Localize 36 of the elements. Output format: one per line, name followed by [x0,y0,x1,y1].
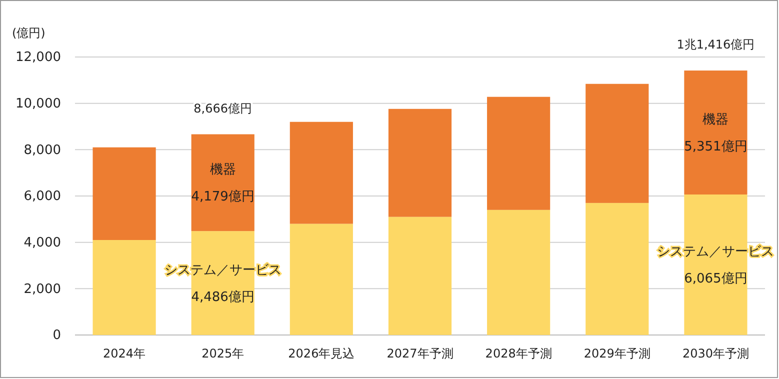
y-axis-title: (億円) [12,26,46,40]
x-tick-label: 2030年予測 [682,346,749,361]
x-tick-label: 2028年予測 [485,346,552,361]
bar [684,194,748,335]
x-tick-label: 2026年見込 [288,346,355,361]
bar [487,96,550,210]
y-tick-label: 8,000 [24,142,61,158]
bar [92,240,156,335]
y-tick-label: 0 [52,328,61,344]
bar [586,202,649,335]
data-label: 4,179億円 [191,190,254,205]
y-tick-label: 12,000 [16,50,61,66]
y-tick-label: 10,000 [16,96,61,112]
bar [684,70,748,194]
x-tick-label: 2024年 [103,346,146,361]
total-label: 8,666億円 [194,101,252,116]
x-tick-label: 2029年予測 [584,346,650,361]
bar [487,210,550,335]
data-label: 6,065億円 [684,272,748,287]
bar [290,122,353,224]
series-label: 機器 [702,112,729,128]
bar [388,108,452,217]
x-tick-label: 2025年 [202,346,244,361]
text: 機器 [210,162,236,178]
series-label: システム／サービス [164,263,282,278]
data-label: 4,486億円 [191,290,254,306]
y-tick-label: 4,000 [24,235,61,250]
bar [92,147,156,240]
bar [388,216,452,335]
y-tick-label: 2,000 [24,282,61,297]
data-label: 5,351億円 [684,140,748,155]
x-tick-label: 2027年予測 [386,346,454,361]
y-tick-label: 6,000 [24,189,61,204]
bar [586,84,649,203]
bar [290,224,353,335]
total-label: 1兆1,416億円 [676,38,755,52]
